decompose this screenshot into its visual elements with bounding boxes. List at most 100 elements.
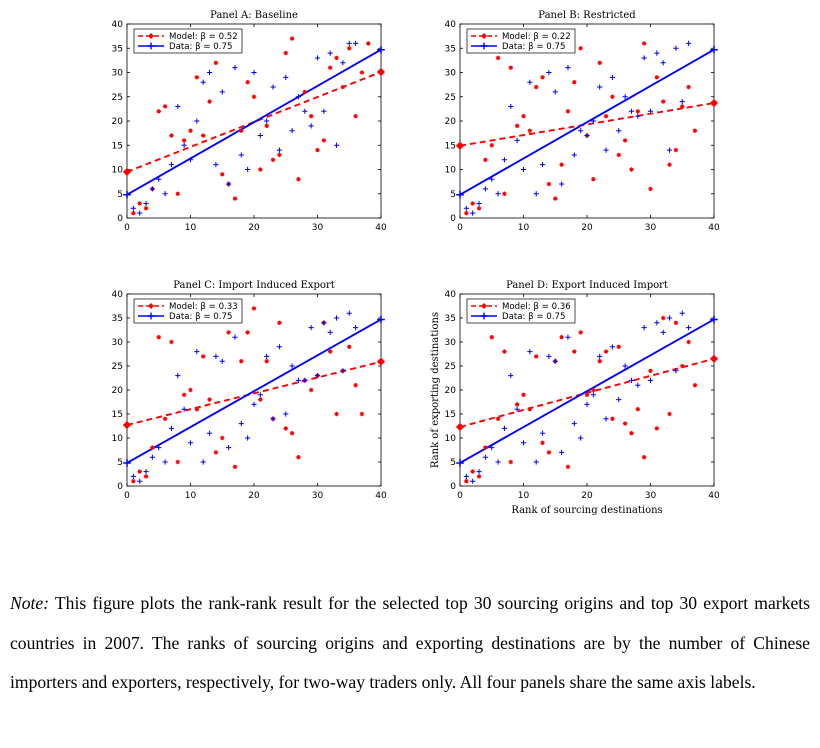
data-point-red-star: [483, 157, 488, 162]
data-point-red-star: [514, 123, 520, 129]
data-point-red-star: [188, 128, 193, 133]
data-point-red-star: [328, 65, 333, 70]
data-point-red-star: [201, 133, 206, 138]
data-point-red-star: [328, 349, 333, 354]
data-point-blue-plus: [501, 425, 508, 431]
y-tick-label: 20: [112, 386, 124, 396]
data-point-red-star: [521, 392, 526, 397]
legend-box: [133, 28, 243, 54]
data-point-red-star: [359, 411, 365, 417]
panel-title: Panel A: Baseline: [210, 10, 298, 21]
data-point-blue-plus: [482, 454, 488, 460]
data-point-red-star: [610, 94, 615, 99]
note-lead: Note:: [10, 593, 50, 613]
data-fit-line: [460, 318, 714, 464]
data-point-blue-plus: [353, 40, 359, 46]
data-point-blue-plus: [565, 65, 571, 71]
data-fit-line: [460, 48, 714, 196]
panel-3: Panel C: Import Induced Export 0 10 20 30 40 0…: [112, 280, 387, 501]
data-point-red-star: [521, 113, 526, 119]
data-point-blue-plus: [308, 123, 314, 129]
x-tick-label: 30: [645, 491, 657, 501]
data-point-blue-plus: [616, 397, 622, 403]
panel-title: Panel B: Restricted: [538, 10, 636, 21]
legend-entry: Data: β = 0.75: [169, 42, 232, 52]
data-point-red-star: [654, 75, 660, 80]
y-tick-label: 25: [445, 362, 456, 372]
data-point-blue-plus: [302, 377, 308, 383]
y-tick-label: 15: [112, 410, 123, 420]
data-point-blue-plus: [264, 353, 270, 359]
data-point-blue-plus: [578, 128, 584, 134]
note-text: This figure plots the rank-rank result f…: [10, 593, 810, 692]
plot-area: [460, 40, 714, 216]
x-tick-label: 20: [581, 491, 593, 501]
data-point-blue-plus: [679, 310, 685, 316]
data-point-red-star: [340, 84, 346, 90]
data-point-blue-plus: [463, 473, 469, 479]
data-point-red-star: [181, 392, 187, 397]
y-tick-label: 20: [112, 117, 124, 127]
data-point-blue-plus: [308, 325, 314, 331]
y-tick-label: 20: [445, 386, 457, 396]
data-point-red-star: [308, 387, 314, 393]
data-point-red-star: [321, 138, 327, 143]
data-point-red-star: [597, 359, 602, 364]
legend-marker: [147, 42, 155, 50]
panel-title: Panel D: Export Induced Import: [506, 280, 668, 291]
data-point-red-star: [289, 36, 295, 41]
data-point-red-star: [270, 157, 276, 162]
data-point-blue-plus: [270, 416, 276, 422]
legend-entry: Data: β = 0.75: [502, 312, 565, 322]
data-point-red-star: [239, 359, 244, 364]
y-axis-label: Rank of exporting destinations: [430, 312, 441, 468]
data-point-blue-plus: [616, 128, 622, 134]
data-point-red-star: [495, 55, 501, 61]
data-point-blue-plus: [654, 320, 660, 326]
data-point-red-star: [476, 206, 482, 211]
data-point-blue-plus: [289, 128, 295, 134]
data-point-blue-plus: [584, 401, 590, 407]
data-point-blue-plus: [194, 118, 200, 124]
data-point-blue-plus: [156, 445, 162, 451]
data-point-red-star: [175, 459, 180, 465]
data-point-blue-plus: [578, 435, 584, 441]
figure-note: Note: This figure plots the rank-rank re…: [10, 584, 810, 703]
data-point-blue-plus: [603, 147, 609, 153]
data-point-red-star: [502, 349, 507, 354]
data-point-blue-plus: [489, 176, 495, 182]
legend-marker: [481, 33, 487, 39]
data-point-red-star: [654, 426, 660, 431]
data-point-red-star: [572, 349, 577, 354]
data-point-red-star: [334, 411, 339, 417]
data-endpoint-marker: [377, 315, 385, 324]
data-endpoint-marker: [456, 459, 464, 467]
data-point-red-star: [366, 41, 371, 46]
data-point-blue-plus: [181, 142, 187, 148]
data-point-blue-plus: [327, 50, 333, 56]
data-point-red-star: [641, 455, 647, 460]
data-point-blue-plus: [666, 147, 673, 153]
y-tick-label: 10: [445, 166, 457, 176]
data-point-blue-plus: [314, 55, 321, 61]
legend-box: [466, 298, 576, 324]
data-point-blue-plus: [321, 320, 327, 326]
data-point-red-star: [347, 344, 352, 349]
data-point-blue-plus: [539, 162, 546, 168]
data-endpoint-marker: [456, 190, 464, 199]
data-point-red-star: [264, 123, 269, 129]
data-point-blue-plus: [200, 459, 206, 465]
data-point-blue-plus: [187, 440, 194, 446]
data-point-red-star: [207, 99, 212, 104]
data-point-blue-plus: [641, 325, 647, 331]
data-point-blue-plus: [251, 401, 257, 407]
data-point-blue-plus: [508, 373, 514, 379]
data-point-blue-plus: [597, 84, 603, 90]
plot-area: [460, 310, 714, 484]
data-point-red-star: [277, 152, 282, 158]
data-point-red-star: [353, 383, 358, 388]
data-point-red-star: [347, 46, 352, 51]
plot-area: [127, 36, 381, 216]
data-point-red-star: [622, 138, 628, 143]
data-point-blue-plus: [213, 162, 219, 168]
